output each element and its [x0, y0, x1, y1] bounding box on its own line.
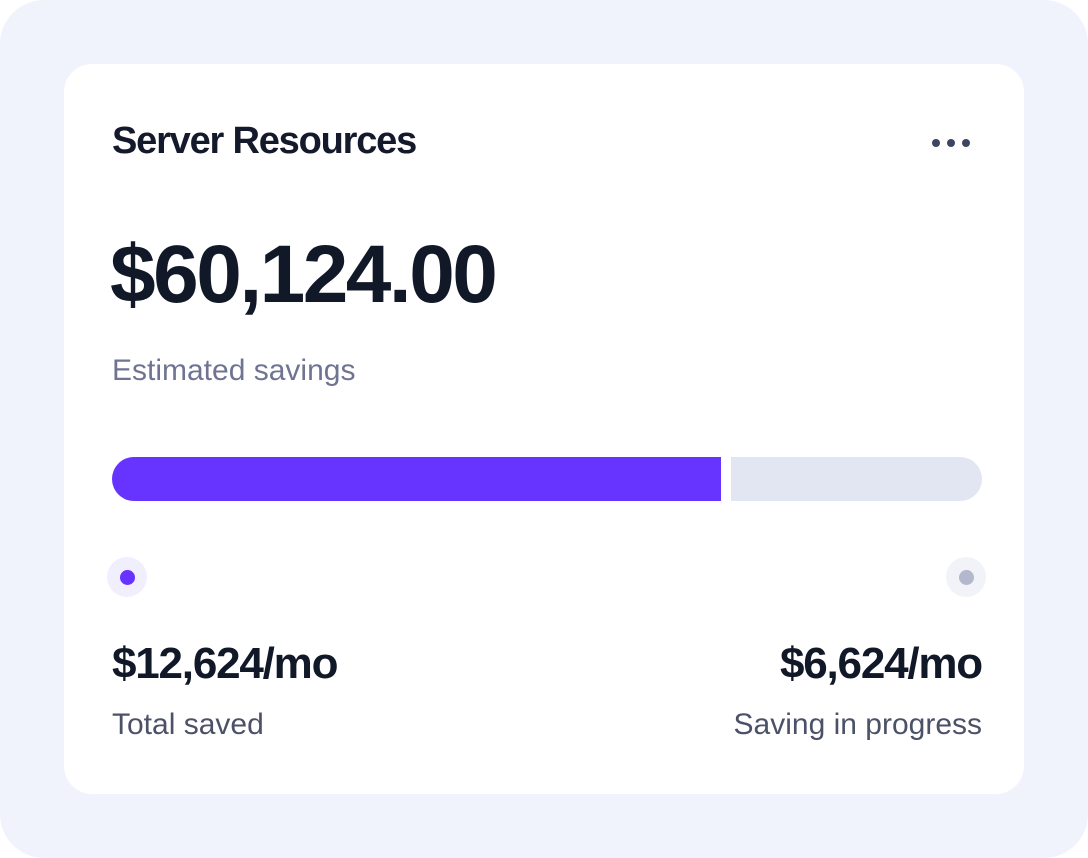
more-horizontal-icon: [932, 139, 940, 147]
more-horizontal-icon: [947, 139, 955, 147]
progress-fill-saved: [112, 457, 721, 501]
savings-progress-bar: [112, 457, 982, 501]
saved-dot-icon: [119, 569, 135, 585]
total-saved-label: Total saved: [112, 708, 264, 741]
estimated-savings-label: Estimated savings: [112, 354, 356, 387]
card-title: Server Resources: [112, 120, 417, 162]
more-horizontal-icon: [962, 139, 970, 147]
estimated-savings-amount: $60,124.00: [110, 229, 498, 320]
progress-fill-in-progress: [731, 457, 982, 501]
more-options-button[interactable]: [924, 130, 978, 156]
saved-legend-marker: [107, 557, 147, 597]
in-progress-dot-icon: [958, 569, 974, 585]
in-progress-legend-marker: [946, 557, 986, 597]
server-resources-card: Server Resources $60,124.00 Estimated sa…: [64, 64, 1024, 794]
in-progress-label: Saving in progress: [733, 708, 982, 741]
in-progress-value: $6,624/mo: [779, 639, 983, 688]
total-saved-value: $12,624/mo: [112, 639, 338, 688]
